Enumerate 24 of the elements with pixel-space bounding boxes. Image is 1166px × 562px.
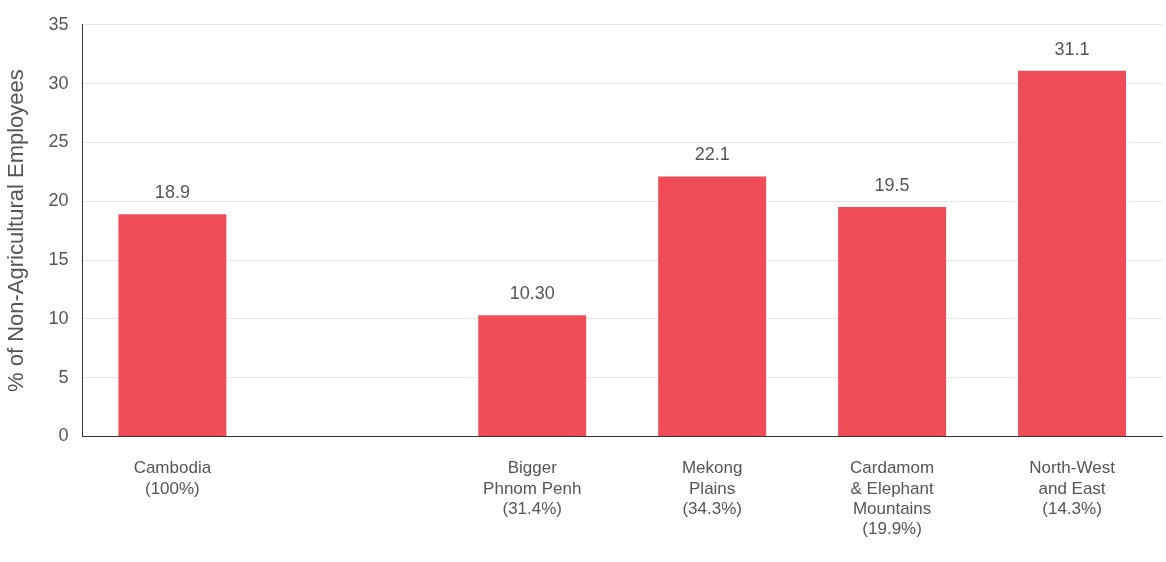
data-label: 19.5: [874, 175, 910, 196]
data-label: 18.9: [154, 182, 190, 203]
bar: [478, 315, 587, 436]
bar: [118, 214, 227, 436]
x-tick-label: North-West and East (14.3%): [1029, 458, 1116, 519]
y-tick-label: 15: [48, 248, 69, 269]
y-tick-label: 0: [58, 425, 69, 446]
x-tick-label: Cambodia (100%): [133, 458, 212, 498]
x-tick-label: Bigger Phnom Penh (31.4%): [483, 458, 582, 519]
y-tick-label: 10: [48, 307, 69, 328]
y-tick-label: 35: [48, 13, 69, 34]
bar: [838, 207, 947, 436]
x-tick-label: Cardamom & Elephant Mountains (19.9%): [850, 458, 935, 539]
x-tick-label: Mekong Plains (34.3%): [681, 458, 743, 519]
y-axis-title: % of Non-Agricultural Employees: [3, 69, 29, 393]
data-label: 22.1: [694, 144, 730, 165]
y-tick-label: 30: [48, 72, 69, 93]
y-tick-label: 20: [48, 190, 69, 211]
bar: [1018, 70, 1127, 436]
y-tick-label: 25: [48, 131, 69, 152]
data-label: 31.1: [1054, 38, 1090, 59]
bar: [658, 176, 767, 436]
y-tick-label: 5: [58, 366, 69, 387]
data-label: 10.30: [509, 283, 555, 304]
